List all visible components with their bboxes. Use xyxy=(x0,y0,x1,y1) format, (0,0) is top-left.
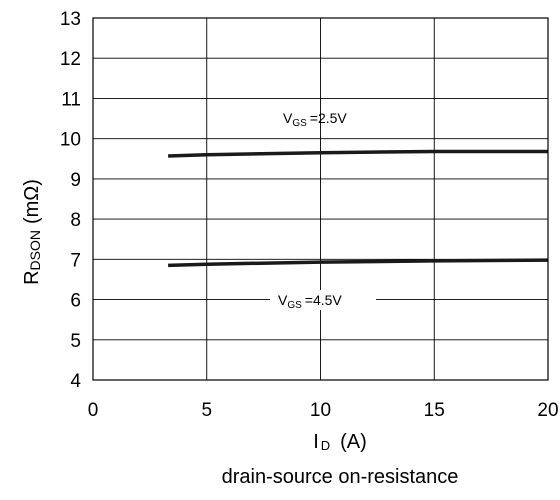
plot-frame xyxy=(92,17,549,381)
series-line-1 xyxy=(168,258,549,268)
x-tick-label: 10 xyxy=(310,400,331,421)
y-tick-label: 13 xyxy=(60,9,81,30)
y-tick-label: 5 xyxy=(70,331,81,352)
y-tick-label: 7 xyxy=(70,250,81,271)
y-tick-label: 12 xyxy=(60,49,81,70)
y-tick-label: 4 xyxy=(70,371,81,392)
x-tick-label: 15 xyxy=(424,400,445,421)
y-axis-title: RDSON(mΩ) xyxy=(21,179,43,285)
svg-text:VGS=2.5V: VGS =2.5V xyxy=(283,110,347,129)
x-tick-label: 5 xyxy=(201,400,212,421)
x-tick-label: 20 xyxy=(537,400,558,421)
y-tick-label: 8 xyxy=(70,210,81,231)
y-tick-label: 10 xyxy=(60,130,81,151)
y-tick-label: 11 xyxy=(61,89,81,110)
x-axis-title: I D (A) xyxy=(313,431,367,453)
x-tick-label: 0 xyxy=(88,400,99,421)
series-lines xyxy=(168,149,549,268)
y-tick-label: 9 xyxy=(70,170,81,191)
x-tick-labels: 0 5 10 15 20 xyxy=(88,400,559,421)
y-tick-label: 6 xyxy=(70,291,81,312)
grid xyxy=(92,17,549,381)
chart-caption: drain-source on-resistance xyxy=(222,466,459,488)
y-tick-labels: 4 5 6 7 8 9 10 11 12 13 xyxy=(60,9,82,392)
series-label-vgs-4-5: VGS =4.5V xyxy=(270,290,376,311)
svg-text:VGS=4.5V: VGS =4.5V xyxy=(278,292,342,311)
series-line-0 xyxy=(168,149,548,158)
series-label-vgs-2-5: VGS =2.5V xyxy=(283,110,347,129)
